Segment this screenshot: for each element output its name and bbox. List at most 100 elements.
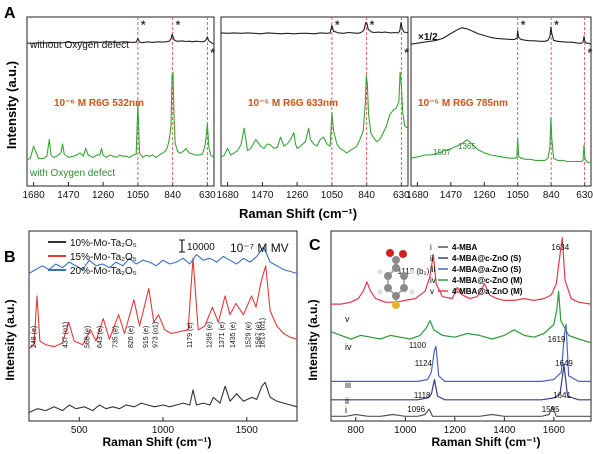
panel-c-trace-label: iii [345,380,351,390]
panel-c-tick-label: 1000 [394,425,417,436]
panel-a3-peak-marker: * [554,18,559,32]
panel-letter-c: C [309,237,321,254]
legend-label-20pct: 20%-Mo-Ta₂O₅ [70,266,137,277]
panel-a3-peak-label-1365: 1365 [458,142,476,151]
panel-b-tick-label: 1500 [236,425,259,436]
panel-a1-peak-marker: * [141,18,146,32]
panel-a1-series-line [26,33,215,45]
legend-c-label-iii: 4-MBA@a-ZnO (S) [452,265,521,274]
panel-b-series-line [28,257,298,350]
panel-a1-tick-label: 1050 [127,190,150,201]
panel-a2-tick-label: 1050 [321,190,344,201]
legend-c-roman-ii: ii [430,254,434,263]
panel-a1-peak-marker: * [210,46,215,60]
panel-c-series-line [331,237,592,305]
panel-a1-tick-label: 1260 [92,190,115,201]
legend-c-roman-v: v [430,287,434,296]
panel-a2-tick-label: 1470 [251,190,274,201]
panel-c-peak-label: 1619 [548,335,566,344]
panel-a3-tick-label: 1260 [473,190,496,201]
panel-b-peak-label: 437 (α1) [63,322,70,348]
panel-a-xlabel: Raman Shift (cm⁻¹) [239,206,357,221]
panel-c-ylabel: Intensity (a.u.) [306,299,320,380]
panel-c-peak-label: 1641 [553,391,571,400]
legend-c-roman-i: i [430,243,432,252]
panel-c-series-line [331,323,591,382]
legend-c-roman-iii: iii [430,265,436,274]
panel-a2-peak-marker: * [370,18,375,32]
panel-letter-a: A [4,5,16,22]
panel-c-trace-label: v [345,314,350,324]
panel-a3-tick-label: 630 [576,190,593,201]
panel-b-ylabel: Intensity (a.u.) [3,299,17,380]
panel-b-series-line [28,381,298,414]
panel-b-legend: 10%-Mo-Ta₂O₅ 15%-Mo-Ta₂O₅ 20%-Mo-Ta₂O₅ [48,238,137,277]
panel-c-series-line [331,364,591,401]
panel-b-series-line [28,246,298,274]
panel-c-tick-label: 1400 [493,425,516,436]
panel-b-peak-label: 1435 (e) [230,322,237,348]
panel-a1-series-line [26,71,215,161]
panel-b-peak-label: 915 (e) [143,326,150,348]
panel-a1-tick-label: 630 [199,190,216,201]
panel-a2-tick-label: 1680 [216,190,239,201]
panel-a3-tick-label: 1470 [440,190,463,201]
panel-a3-tick-label: 1680 [406,190,429,201]
panel-a3-peak-label-1507: 1507 [433,148,451,157]
panel-c-peak-label: 1634 [551,243,569,252]
legend-c-label-v: 4-MBA@a-ZnO (M) [452,287,523,296]
panel-a3-peak-marker: * [521,18,526,32]
panel-a2-series-line [220,71,409,158]
panel-a2-tick-label: 630 [393,190,410,201]
panel-c-peak-label: 1096 [407,405,425,414]
molecule-inset [377,249,415,309]
panel-c-trace-label: i [345,405,347,415]
panel-b-peak-label: 1179 (e) [187,322,194,348]
panel-a2-tick-label: 1260 [286,190,309,201]
panel-b-peak-label: 1587 (e) [255,322,262,348]
panel-a1-condition-label: 10⁻⁶ M R6G 532nm [54,98,144,109]
panel-b-peak-label: 248 (e) [31,326,38,348]
panel-a3-series-line [410,116,591,164]
panel-b-peak-label: 1295 (e) [206,322,213,348]
legend-label-10pct: 10%-Mo-Ta₂O₅ [70,238,137,249]
panel-a2-frame [220,16,409,187]
panel-a1-bottom-series-label: with Oxygen defect [29,168,115,179]
panel-a-ylabel: Intensity (a.u.) [4,61,19,149]
panel-a1-frame [26,16,215,187]
panel-c-peak-label: 1649 [555,359,573,368]
panel-b-peak-label: 826 (e) [128,326,135,348]
panel-a3-condition-label: 10⁻⁵ M R6G 785nm [418,98,508,109]
panel-c-peak-label: 1118 [414,391,431,400]
panel-b-peak-label: 1529 (e) [246,322,253,348]
panel-letter-b: B [4,249,16,266]
panel-b-tick-label: 1000 [152,425,175,436]
panel-b-peak-label: 1371 (e) [219,322,226,348]
legend-c-label-ii: 4-MBA@c-ZnO (S) [452,254,521,263]
panel-c-tick-label: 1200 [444,425,467,436]
panel-a1-tick-label: 1680 [22,190,45,201]
oxygen-atom-1 [386,249,394,257]
panel-b-condition-label: 10⁻⁷ M MV [230,241,289,255]
panel-b-peak-label: 643 (e) [97,326,104,348]
panel-b-scale-bar-value: 10000 [187,242,215,253]
legend-label-15pct: 15%-Mo-Ta₂O₅ [70,252,137,263]
legend-c-label-i: 4-MBA [452,243,478,252]
panel-c-xlabel: Raman Shift (cm⁻¹) [431,435,540,449]
legend-c-roman-iv: iv [430,276,436,285]
panel-b-peak-label: 973 (α1) [152,322,159,348]
panel-b-peak-label: 1613 (α1) [260,318,267,348]
panel-a2-peak-marker: * [404,46,409,60]
legend-c-label-iv: 4-MBA@c-ZnO (M) [452,276,523,285]
panel-a1-top-series-label: without Oxygen defect [29,40,129,51]
panel-c-series-line [331,406,591,417]
panel-a2-series-line [220,21,409,35]
panel-c-tick-label: 1600 [543,425,566,436]
panel-a2-condition-label: 10⁻⁵ M R6G 633nm [248,98,338,109]
panel-c-peak-label: 1124 [415,359,433,368]
panel-a3-scale-label: ×1/2 [418,32,438,43]
panel-c-tick-label: 800 [347,425,364,436]
panel-a3-frame [410,16,592,187]
panel-a3-series-line [410,26,592,45]
